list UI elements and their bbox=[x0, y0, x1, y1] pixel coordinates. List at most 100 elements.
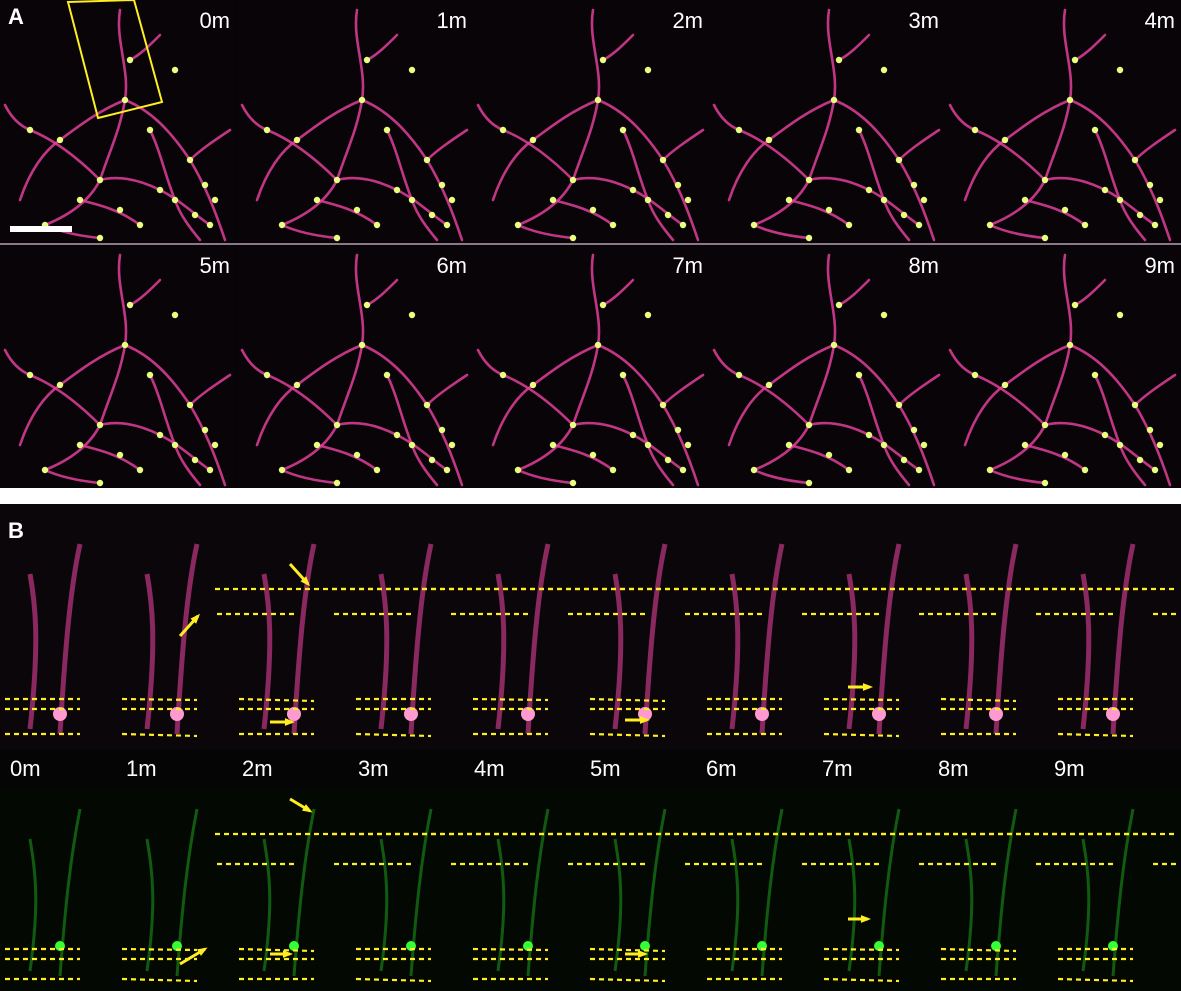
dendrite-image bbox=[3, 0, 232, 242]
tracking-line bbox=[1057, 977, 1134, 983]
synaptic-punctum bbox=[895, 401, 903, 409]
synaptic-punctum bbox=[96, 234, 104, 242]
kymograph-spot bbox=[404, 707, 418, 721]
dendrite-branch bbox=[712, 103, 811, 182]
synaptic-punctum bbox=[126, 301, 134, 309]
dendrite-branch bbox=[43, 178, 102, 227]
tracking-line bbox=[121, 977, 198, 983]
dendrite-branch bbox=[78, 443, 142, 472]
synaptic-punctum bbox=[116, 451, 124, 459]
synaptic-punctum bbox=[644, 66, 652, 74]
synaptic-punctum bbox=[26, 371, 34, 379]
microscopy-frame: 2m bbox=[473, 0, 709, 243]
synaptic-punctum bbox=[609, 466, 617, 474]
kymograph-time-label: 7m bbox=[822, 756, 853, 781]
kymograph-spot bbox=[874, 941, 884, 951]
dendrite-branch bbox=[476, 103, 575, 182]
arrow-head bbox=[300, 576, 311, 587]
dendrite-branch bbox=[807, 176, 921, 227]
dendrite-branch bbox=[1003, 98, 1072, 142]
synaptic-punctum bbox=[353, 206, 361, 214]
kymograph-column bbox=[495, 543, 551, 735]
synaptic-punctum bbox=[156, 431, 164, 439]
dendrite-branch bbox=[295, 98, 364, 142]
dendrite-branch bbox=[601, 278, 635, 307]
synaptic-punctum bbox=[333, 176, 341, 184]
synaptic-punctum bbox=[674, 426, 682, 434]
synaptic-punctum bbox=[805, 176, 813, 184]
dendrite-branch bbox=[43, 423, 102, 472]
synaptic-punctum bbox=[835, 56, 843, 64]
synaptic-punctum bbox=[1156, 196, 1164, 204]
arrow-head bbox=[282, 950, 293, 958]
kymograph-time-label: 2m bbox=[242, 756, 273, 781]
synaptic-punctum bbox=[186, 156, 194, 164]
dendrite-branch bbox=[188, 128, 232, 162]
synaptic-punctum bbox=[765, 136, 773, 144]
tracking-line bbox=[472, 947, 549, 952]
kymograph-column bbox=[1080, 543, 1136, 735]
dendrite-branch bbox=[516, 468, 575, 485]
synaptic-punctum bbox=[136, 221, 144, 229]
synaptic-punctum bbox=[211, 441, 219, 449]
frame-time-label: 2m bbox=[672, 8, 703, 33]
dendrite-branch bbox=[98, 253, 128, 427]
microscopy-frame: 4m bbox=[945, 0, 1181, 243]
synaptic-punctum bbox=[845, 221, 853, 229]
synaptic-punctum bbox=[1116, 66, 1124, 74]
synaptic-punctum bbox=[1116, 196, 1124, 204]
synaptic-punctum bbox=[1001, 381, 1009, 389]
synaptic-punctum bbox=[1061, 451, 1069, 459]
kymograph-column bbox=[729, 543, 785, 735]
synaptic-punctum bbox=[644, 196, 652, 204]
synaptic-punctum bbox=[750, 221, 758, 229]
tracking-line bbox=[823, 977, 900, 983]
dendrite-branch bbox=[148, 373, 202, 487]
synaptic-punctum bbox=[423, 401, 431, 409]
dendrite-branch bbox=[1043, 8, 1073, 182]
kymograph-spot bbox=[640, 941, 650, 951]
synaptic-punctum bbox=[549, 196, 557, 204]
synaptic-punctum bbox=[293, 136, 301, 144]
synaptic-punctum bbox=[830, 341, 838, 349]
synaptic-punctum bbox=[1041, 421, 1049, 429]
synaptic-punctum bbox=[373, 466, 381, 474]
dendrite-branch bbox=[807, 8, 837, 182]
synaptic-punctum bbox=[830, 96, 838, 104]
panel-a-label: A bbox=[8, 4, 24, 29]
synaptic-punctum bbox=[971, 371, 979, 379]
kymograph-spot bbox=[53, 707, 67, 721]
row-divider bbox=[0, 243, 1181, 245]
synaptic-punctum bbox=[865, 431, 873, 439]
synaptic-punctum bbox=[211, 196, 219, 204]
dendrite-branch bbox=[1023, 198, 1087, 227]
dendrite-image bbox=[476, 253, 705, 487]
panel-b-label: B bbox=[8, 518, 24, 543]
synaptic-punctum bbox=[684, 196, 692, 204]
synaptic-punctum bbox=[835, 301, 843, 309]
synaptic-punctum bbox=[393, 431, 401, 439]
synaptic-punctum bbox=[1066, 341, 1074, 349]
kymograph-time-label: 8m bbox=[938, 756, 969, 781]
tracking-line bbox=[940, 697, 1017, 703]
dendrite-branch bbox=[571, 421, 685, 472]
dendrite-branch bbox=[18, 383, 62, 447]
synaptic-punctum bbox=[1136, 456, 1144, 464]
dendrite-branch bbox=[752, 178, 811, 227]
synaptic-punctum bbox=[679, 466, 687, 474]
synaptic-punctum bbox=[1146, 426, 1154, 434]
kymograph-green-strip bbox=[0, 789, 1181, 991]
tracking-line bbox=[589, 697, 666, 703]
synaptic-punctum bbox=[383, 126, 391, 134]
dendrite-branch bbox=[531, 343, 600, 387]
dendrite-branch bbox=[767, 343, 836, 387]
synaptic-punctum bbox=[900, 456, 908, 464]
synaptic-punctum bbox=[313, 441, 321, 449]
kymograph-column bbox=[612, 543, 668, 735]
kymograph-spot bbox=[172, 941, 182, 951]
synaptic-punctum bbox=[910, 181, 918, 189]
dendrite-branch bbox=[315, 443, 379, 472]
arrow-head bbox=[197, 947, 208, 956]
synaptic-punctum bbox=[900, 211, 908, 219]
synaptic-punctum bbox=[1066, 96, 1074, 104]
